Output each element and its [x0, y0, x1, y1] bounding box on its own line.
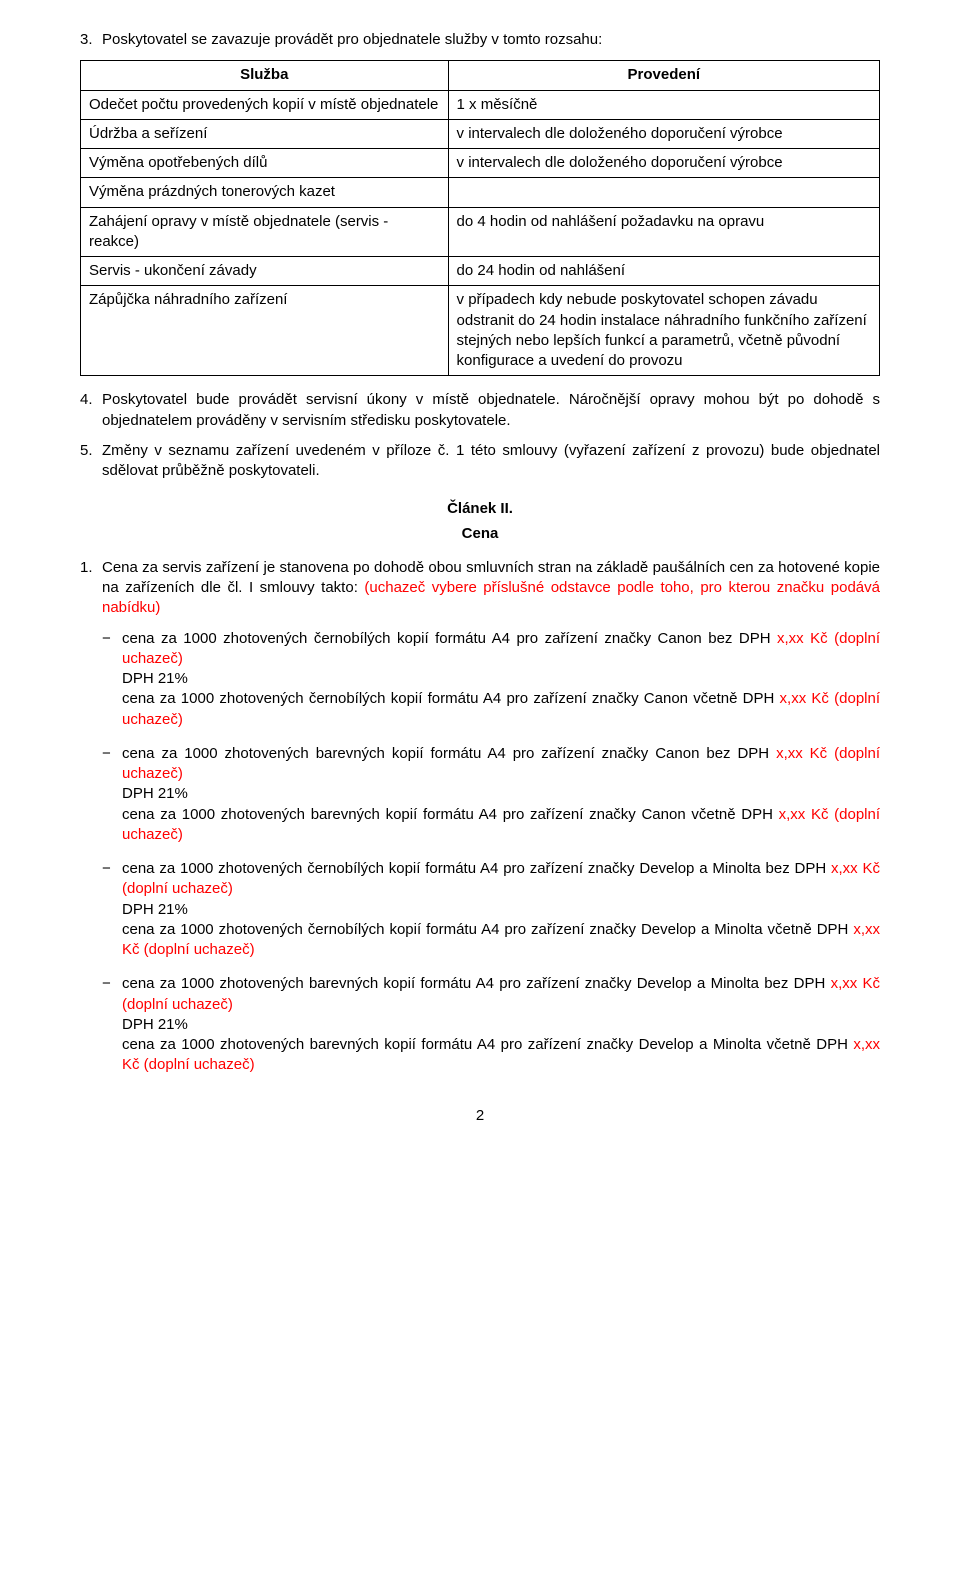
text: cena za 1000 zhotovených barevných kopií… [122, 806, 779, 823]
para5-text: Změny v seznamu zařízení uvedeném v příl… [102, 441, 880, 482]
bullet-item: − cena za 1000 zhotovených černobílých k… [102, 629, 880, 730]
cell-service: Odečet počtu provedených kopií v místě o… [81, 90, 449, 119]
table-row: Výměna prázdných tonerových kazet [81, 178, 880, 207]
para5-number: 5. [80, 441, 102, 482]
bullet-body: cena za 1000 zhotovených barevných kopií… [122, 744, 880, 845]
dash-icon: − [102, 974, 122, 1075]
bullet-item: − cena za 1000 zhotovených barevných kop… [102, 744, 880, 845]
dash-icon: − [102, 744, 122, 845]
th-service: Služba [81, 61, 449, 90]
dash-icon: − [102, 629, 122, 730]
text: cena za 1000 zhotovených černobílých kop… [122, 630, 777, 647]
text: cena za 1000 zhotovených černobílých kop… [122, 690, 780, 707]
paragraph-3: 3. Poskytovatel se zavazuje provádět pro… [80, 30, 880, 50]
para4-text: Poskytovatel bude provádět servisní úkon… [102, 390, 880, 431]
dph-line: DPH 21% [122, 784, 880, 804]
cena-paragraph-1: 1. Cena za servis zařízení je stanovena … [80, 558, 880, 619]
cell-exec: v případech kdy nebude poskytovatel scho… [448, 286, 879, 376]
paragraph-4: 4. Poskytovatel bude provádět servisní ú… [80, 390, 880, 431]
article-title: Článek II. [80, 499, 880, 519]
cell-exec: 1 x měsíčně [448, 90, 879, 119]
dph-line: DPH 21% [122, 900, 880, 920]
paragraph-5: 5. Změny v seznamu zařízení uvedeném v p… [80, 441, 880, 482]
cell-service: Servis - ukončení závady [81, 257, 449, 286]
page-number: 2 [80, 1106, 880, 1126]
table-row: Zahájení opravy v místě objednatele (ser… [81, 207, 880, 257]
bullet-body: cena za 1000 zhotovených barevných kopií… [122, 974, 880, 1075]
dph-line: DPH 21% [122, 669, 880, 689]
cell-service: Výměna prázdných tonerových kazet [81, 178, 449, 207]
cell-exec: do 4 hodin od nahlášení požadavku na opr… [448, 207, 879, 257]
page: 3. Poskytovatel se zavazuje provádět pro… [40, 0, 920, 1166]
bullet-item: − cena za 1000 zhotovených černobílých k… [102, 859, 880, 960]
para3-number: 3. [80, 30, 102, 50]
table-row: Údržba a seřízení v intervalech dle dolo… [81, 119, 880, 148]
cell-service: Údržba a seřízení [81, 119, 449, 148]
text: cena za 1000 zhotovených černobílých kop… [122, 860, 831, 877]
bullet-body: cena za 1000 zhotovených černobílých kop… [122, 859, 880, 960]
para4-number: 4. [80, 390, 102, 431]
para3-text: Poskytovatel se zavazuje provádět pro ob… [102, 30, 880, 50]
cell-exec: v intervalech dle doloženého doporučení … [448, 149, 879, 178]
service-table: Služba Provedení Odečet počtu provedenýc… [80, 60, 880, 376]
table-row: Servis - ukončení závady do 24 hodin od … [81, 257, 880, 286]
table-row: Odečet počtu provedených kopií v místě o… [81, 90, 880, 119]
dph-line: DPH 21% [122, 1015, 880, 1035]
text: cena za 1000 zhotovených barevných kopií… [122, 745, 776, 762]
dash-icon: − [102, 859, 122, 960]
cell-exec: do 24 hodin od nahlášení [448, 257, 879, 286]
cell-service: Zahájení opravy v místě objednatele (ser… [81, 207, 449, 257]
price-bullets: − cena za 1000 zhotovených černobílých k… [102, 629, 880, 1076]
cena1-text: Cena za servis zařízení je stanovena po … [102, 558, 880, 619]
bullet-body: cena za 1000 zhotovených černobílých kop… [122, 629, 880, 730]
table-row: Výměna opotřebených dílů v intervalech d… [81, 149, 880, 178]
cell-service: Výměna opotřebených dílů [81, 149, 449, 178]
table-row: Zápůjčka náhradního zařízení v případech… [81, 286, 880, 376]
cell-exec: v intervalech dle doloženého doporučení … [448, 119, 879, 148]
text: cena za 1000 zhotovených barevných kopií… [122, 1036, 853, 1053]
article-subtitle: Cena [80, 524, 880, 544]
cell-exec [448, 178, 879, 207]
table-header-row: Služba Provedení [81, 61, 880, 90]
text: cena za 1000 zhotovených černobílých kop… [122, 921, 853, 938]
bullet-item: − cena za 1000 zhotovených barevných kop… [102, 974, 880, 1075]
th-execution: Provedení [448, 61, 879, 90]
cena1-number: 1. [80, 558, 102, 619]
cell-service: Zápůjčka náhradního zařízení [81, 286, 449, 376]
text: cena za 1000 zhotovených barevných kopií… [122, 975, 831, 992]
